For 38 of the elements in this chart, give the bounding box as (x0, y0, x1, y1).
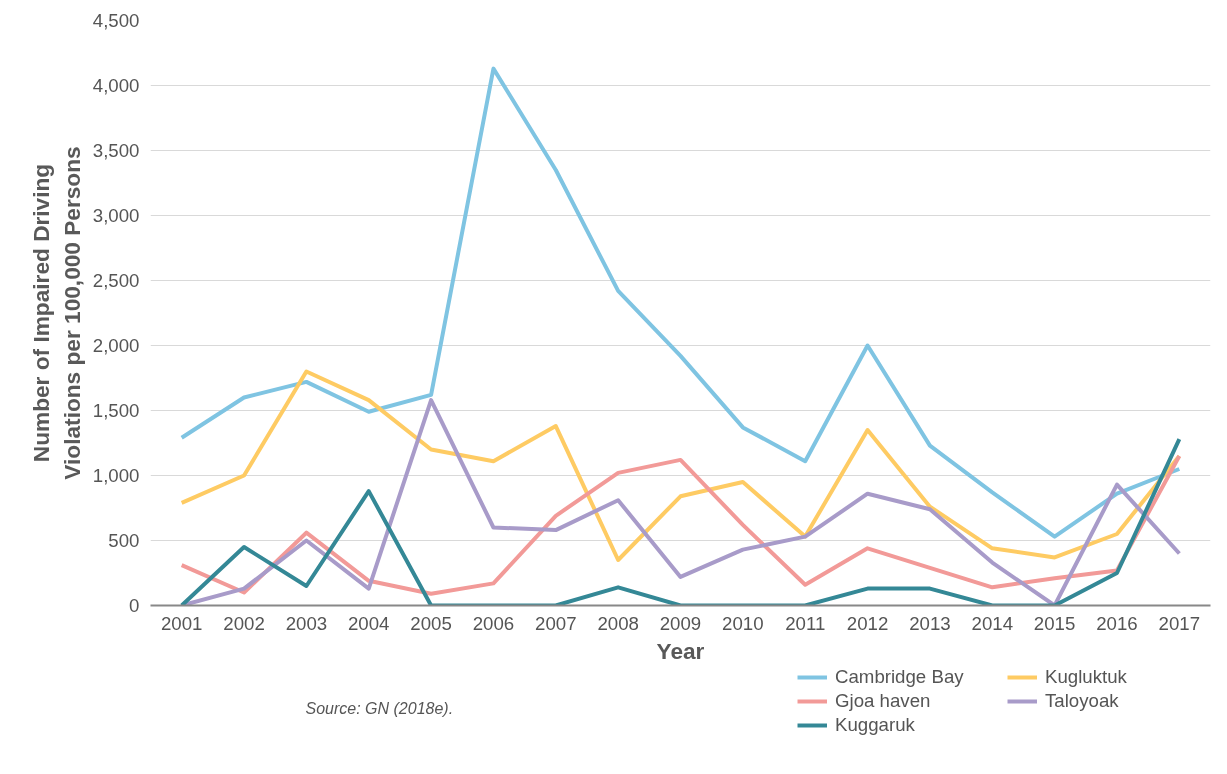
x-tick-label: 2011 (785, 612, 826, 634)
legend-label: Cambridge Bay (835, 666, 965, 688)
x-tick-label: 2004 (347, 612, 390, 634)
y-tick-label: 4,000 (92, 75, 140, 96)
y-axis-title: Number of Impaired Driving Violations per 100,000 Persons (27, 146, 85, 480)
source-note: Source: GN (2018e). (305, 699, 454, 717)
x-tick-label: 2002 (223, 612, 265, 634)
x-tick-label: 2005 (410, 612, 452, 634)
line-series (179, 437, 1182, 606)
x-tick-label: 2008 (597, 612, 639, 634)
x-tick-label: 2015 (1033, 612, 1076, 634)
x-tick-label: 2007 (535, 612, 577, 634)
x-tick-label: 2012 (846, 612, 889, 634)
x-tick-label: 2017 (1158, 612, 1201, 634)
y-tick-label: 3,000 (92, 205, 140, 226)
x-tick-label: 2003 (285, 612, 328, 634)
y-tick-label: 2,500 (92, 270, 140, 291)
y-tick-label: 0 (129, 595, 140, 616)
x-tick-label: 2013 (909, 612, 951, 634)
line-series (179, 66, 1182, 539)
x-axis-title: Year (656, 637, 705, 664)
x-tick-label: 2016 (1096, 612, 1138, 634)
y-tick-label: 4,500 (92, 10, 140, 31)
legend-label: Kuggaruk (835, 714, 916, 736)
y-tick-label: 2,000 (92, 335, 140, 356)
line-series (179, 369, 1182, 562)
legend-label: Gjoa haven (835, 690, 932, 712)
y-tick-label: 3,500 (92, 140, 140, 161)
legend-label: Kugluktuk (1045, 666, 1128, 688)
legend-label: Taloyoak (1045, 690, 1120, 712)
y-tick-label: 500 (108, 530, 140, 551)
y-tick-label: 1,000 (92, 465, 140, 486)
x-tick-label: 2014 (971, 612, 1014, 634)
y-tick-label: 1,500 (92, 400, 140, 421)
x-tick-label: 2010 (722, 612, 764, 634)
x-tick-label: 2009 (659, 612, 702, 634)
x-tick-label: 2001 (160, 612, 203, 634)
x-tick-label: 2006 (472, 612, 515, 634)
